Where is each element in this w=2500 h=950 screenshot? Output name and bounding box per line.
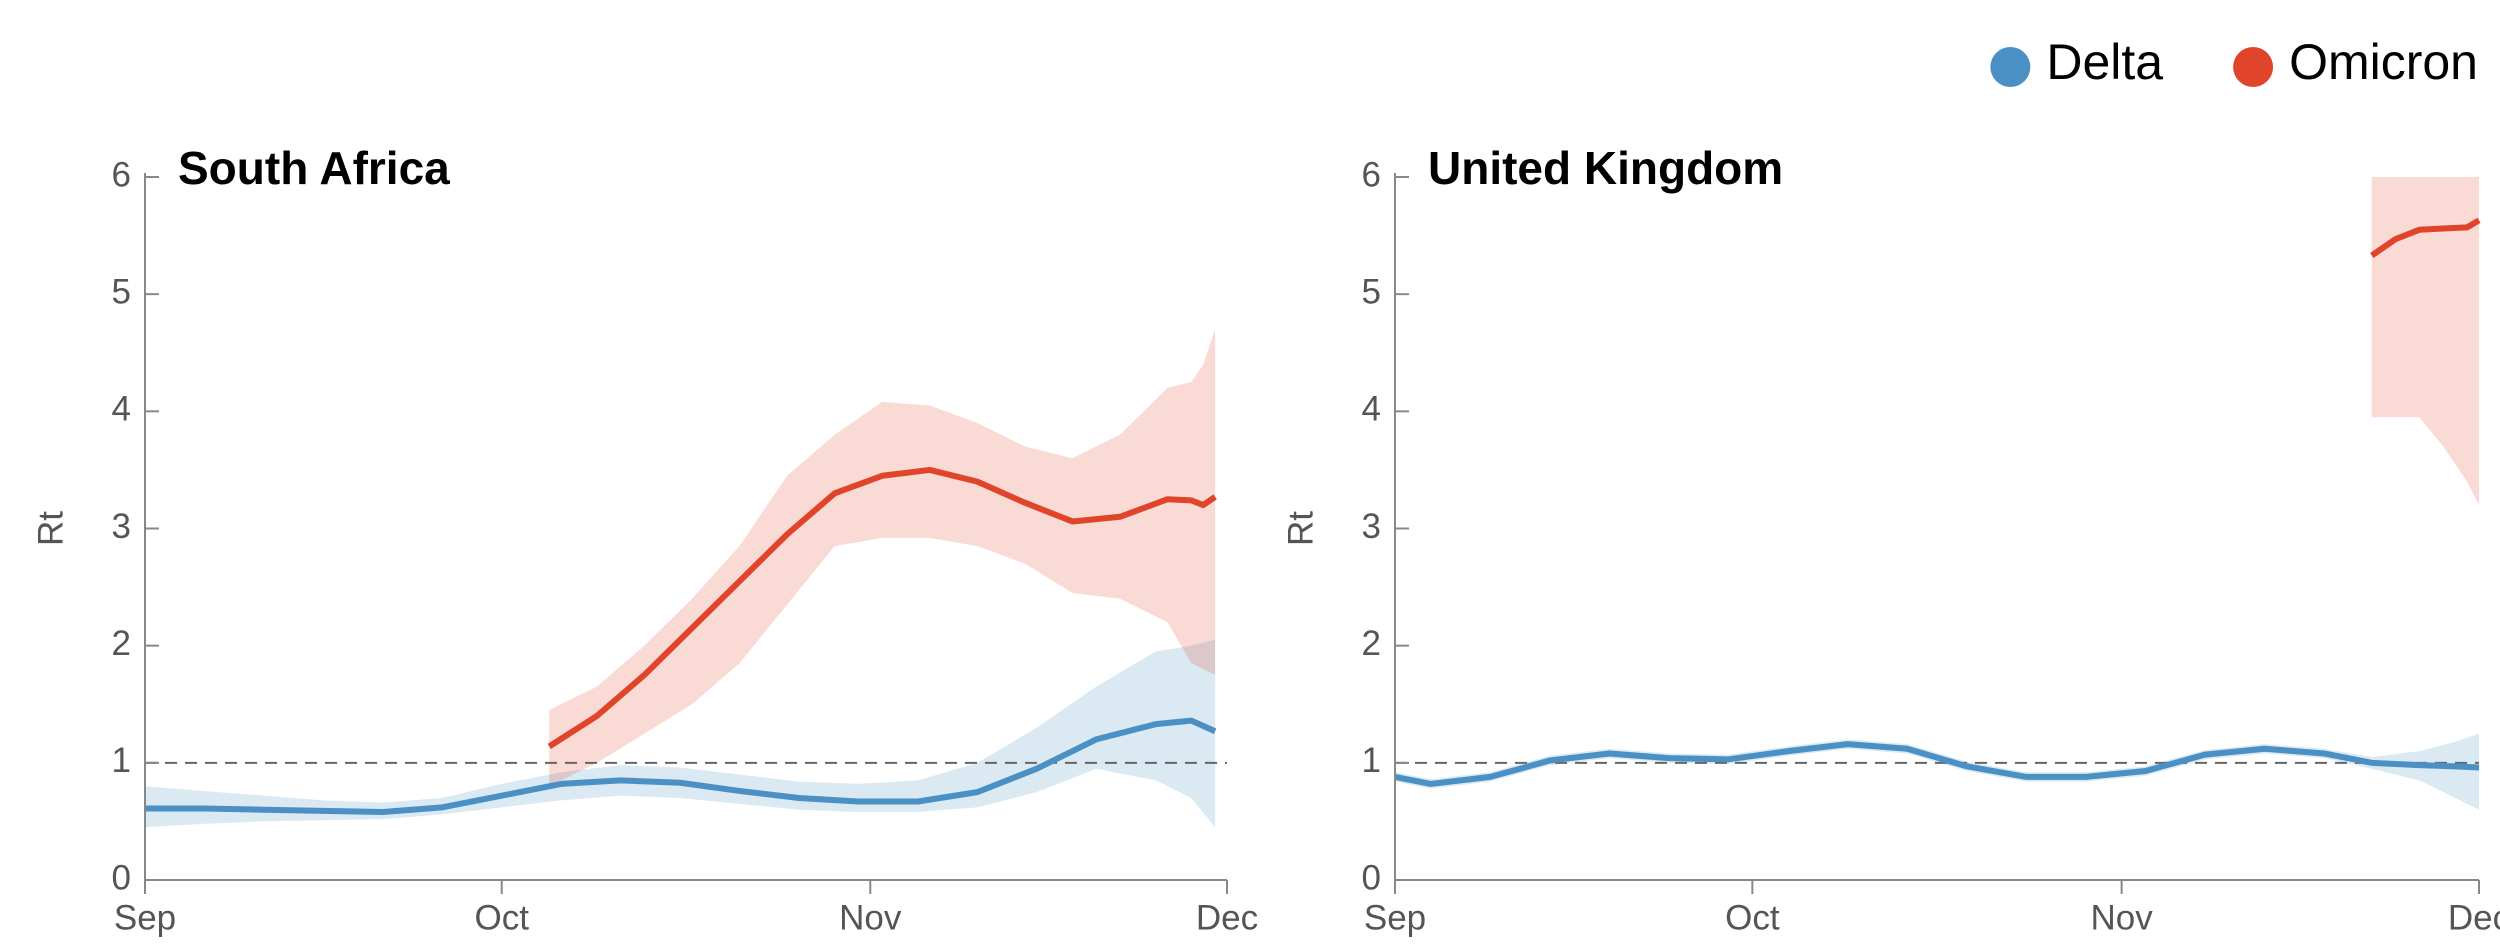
x-tick-label: Nov xyxy=(839,898,902,937)
x-tick-label: Dec xyxy=(2448,898,2500,937)
legend-label: Delta xyxy=(2046,34,2163,90)
panel: 0 1 2 3 4 5 6 Sep Oct Nov Dec United Kingdom Rt xyxy=(1281,142,2500,937)
confidence-band xyxy=(145,639,1216,828)
legend: Omicron Delta xyxy=(1990,34,2478,90)
y-tick-label: 5 xyxy=(1362,272,1381,311)
series-line xyxy=(1394,741,2480,787)
x-tick-label: Dec xyxy=(1196,898,1258,937)
y-tick-label: 4 xyxy=(112,390,131,429)
confidence-band xyxy=(549,329,1216,787)
chart-title: United Kingdom xyxy=(1428,142,1783,194)
y-tick-label: 6 xyxy=(1362,155,1381,194)
y-tick-label: 2 xyxy=(1362,624,1381,663)
chart-title: South Africa xyxy=(178,142,450,194)
y-tick-label: 3 xyxy=(112,507,131,546)
y-tick-label: 2 xyxy=(112,624,131,663)
series-line xyxy=(2370,217,2481,258)
y-tick-label: 0 xyxy=(1362,858,1381,897)
legend-marker xyxy=(2233,47,2274,87)
confidence-band xyxy=(1395,733,2479,810)
y-tick-label: 4 xyxy=(1362,390,1381,429)
confidence-band xyxy=(2371,177,2479,506)
series-line xyxy=(547,466,1217,749)
x-tick-label: Nov xyxy=(2091,898,2154,937)
legend-marker xyxy=(1990,47,2031,87)
series-line xyxy=(145,717,1217,816)
x-tick-label: Oct xyxy=(1725,898,1780,937)
x-tick-label: Oct xyxy=(474,898,529,937)
panel: 0 1 2 3 4 5 6 Sep Oct Nov Dec South Africa Rt xyxy=(31,142,1258,937)
y-tick-label: 1 xyxy=(112,741,131,780)
y-axis-label: Rt xyxy=(31,511,70,546)
y-tick-label: 5 xyxy=(112,272,131,311)
y-tick-label: 0 xyxy=(112,858,131,897)
y-tick-label: 6 xyxy=(112,155,131,194)
legend-label: Omicron xyxy=(2289,34,2478,90)
y-axis-label: Rt xyxy=(1281,511,1320,546)
y-tick-label: 1 xyxy=(1362,741,1381,780)
x-tick-label: Sep xyxy=(1364,898,1426,937)
x-tick-label: Sep xyxy=(114,898,176,937)
y-tick-label: 3 xyxy=(1362,507,1381,546)
